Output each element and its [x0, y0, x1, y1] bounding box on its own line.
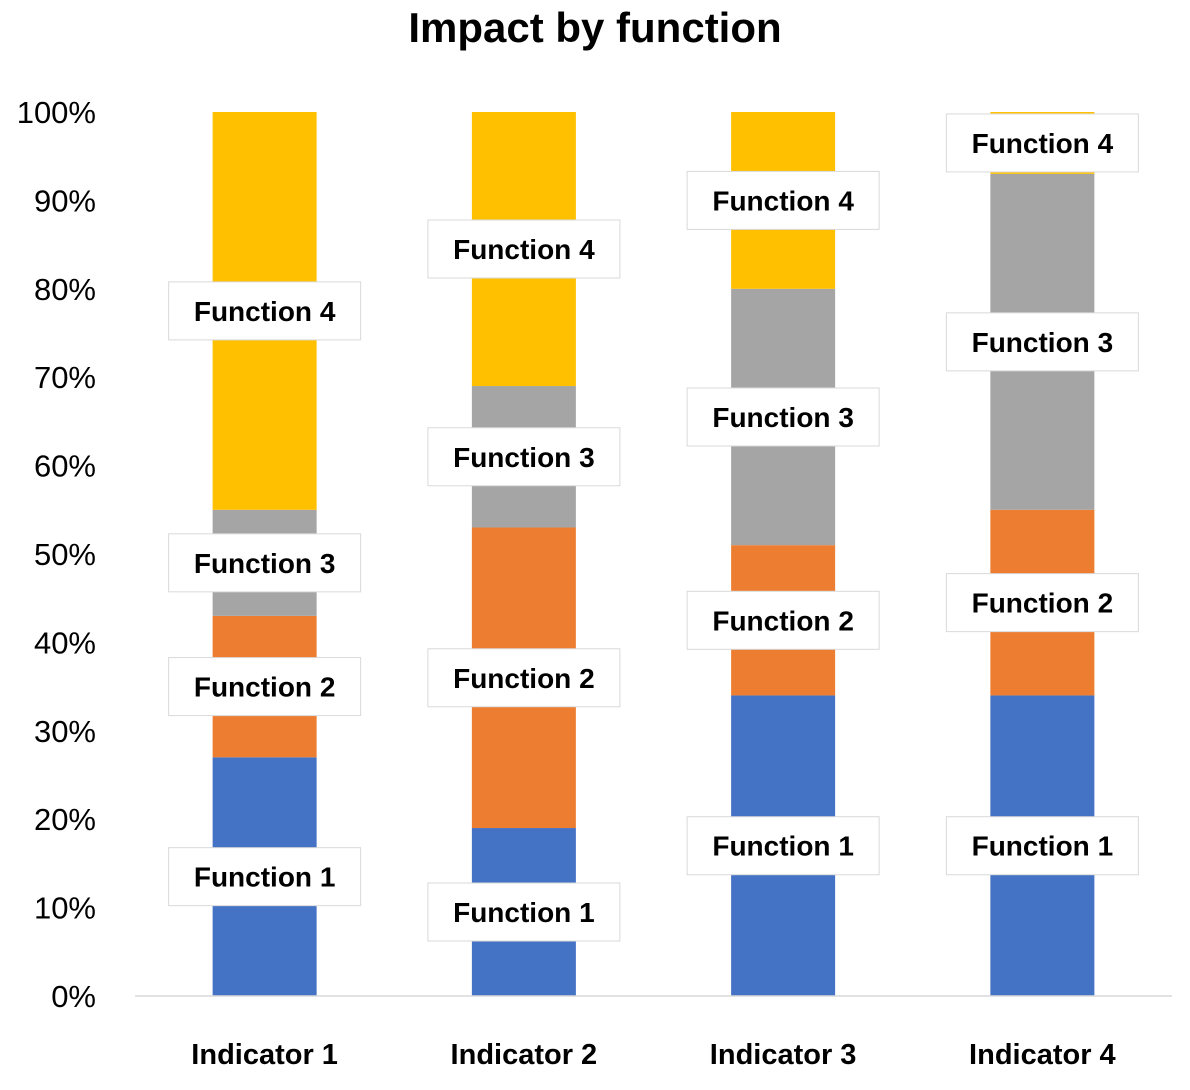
segment-label: Function 4	[453, 234, 595, 265]
segment-label: Function 2	[712, 605, 854, 636]
segment-label: Function 3	[972, 327, 1114, 358]
segment-label-box	[945, 573, 1139, 633]
chart-title: Impact by function	[408, 4, 782, 51]
y-axis: 0% 10% 20% 30% 40% 50% 60% 70% 80% 90% 100%	[17, 95, 96, 1014]
segment-label: Function 3	[194, 548, 336, 579]
y-tick-label: 100%	[17, 95, 96, 130]
y-tick-label: 70%	[34, 360, 96, 395]
segment-label-box	[427, 427, 621, 487]
x-category-label: Indicator 1	[191, 1039, 338, 1071]
segment-label-box	[686, 170, 880, 230]
segment-label-box	[945, 816, 1139, 876]
y-tick-label: 80%	[34, 272, 96, 307]
y-tick-label: 10%	[34, 891, 96, 926]
segment-label: Function 1	[972, 831, 1114, 862]
y-tick-label: 0%	[51, 979, 96, 1014]
segment-label-box	[427, 882, 621, 942]
y-tick-label: 50%	[34, 537, 96, 572]
segment-label-box	[168, 281, 362, 341]
segment-label: Function 1	[453, 897, 595, 928]
segment-label-box	[945, 113, 1139, 173]
y-tick-label: 30%	[34, 714, 96, 749]
segment-label-box	[686, 590, 880, 650]
segment-label: Function 1	[712, 831, 854, 862]
segment-label-box	[686, 816, 880, 876]
segment-label: Function 3	[712, 402, 854, 433]
segment-label-box	[168, 847, 362, 907]
segment-label: Function 1	[194, 862, 336, 893]
segment-label: Function 3	[453, 442, 595, 473]
segment-label: Function 2	[194, 672, 336, 703]
segment-label-box	[945, 312, 1139, 372]
x-axis: Indicator 1 Indicator 2 Indicator 3 Indicat…	[135, 995, 1172, 1071]
segment-label: Function 2	[972, 588, 1114, 619]
segment-label-box	[168, 533, 362, 593]
segment-label: Function 4	[712, 185, 854, 216]
x-category-label: Indicator 3	[710, 1039, 857, 1071]
y-tick-label: 20%	[34, 802, 96, 837]
x-category-label: Indicator 4	[969, 1039, 1116, 1071]
segment-label: Function 4	[972, 128, 1114, 159]
segment-label-box	[427, 648, 621, 708]
segment-label-box	[427, 219, 621, 279]
y-tick-label: 60%	[34, 449, 96, 484]
x-category-label: Indicator 2	[451, 1039, 598, 1071]
y-tick-label: 40%	[34, 625, 96, 660]
segment-label-box	[168, 657, 362, 717]
segment-labels: Function 1 Function 2 Function 3 Function 4…	[168, 113, 1139, 942]
segment-label: Function 2	[453, 663, 595, 694]
y-tick-label: 90%	[34, 183, 96, 218]
segment-label-box	[686, 387, 880, 447]
segment-label: Function 4	[194, 296, 336, 327]
